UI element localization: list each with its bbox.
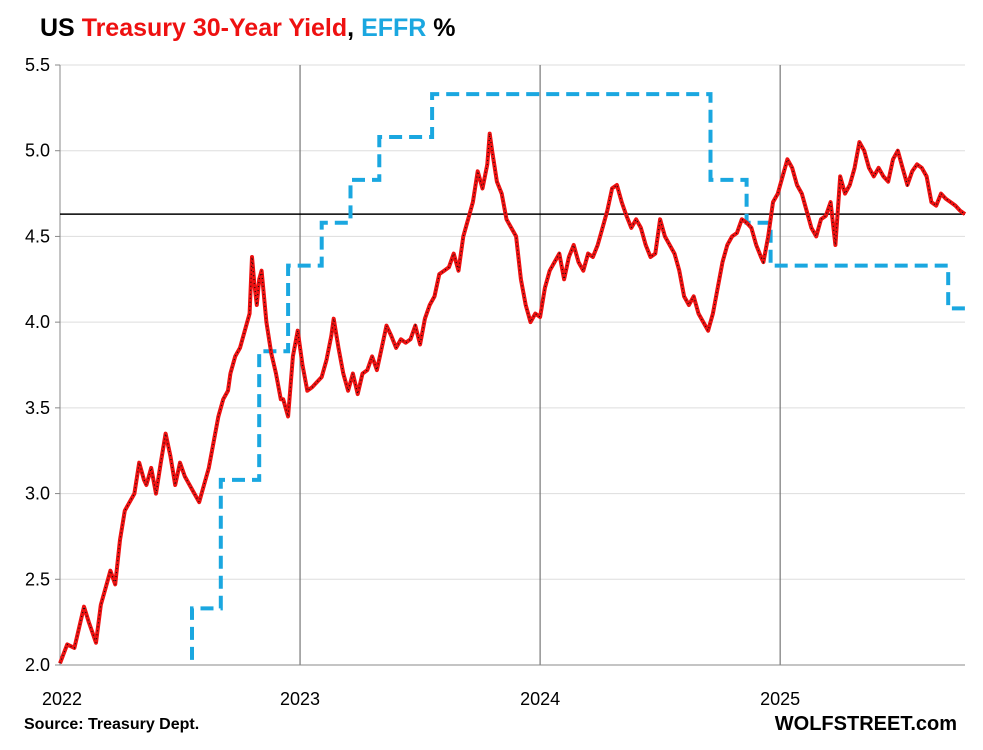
y-tick-labels: 2.0 2.5 3.0 3.5 4.0 4.5 5.0 5.5: [25, 55, 50, 675]
horizontal-gridlines: [55, 64, 965, 666]
x-tick-label: 2023: [280, 689, 320, 709]
y-tick-label: 3.5: [25, 398, 50, 418]
x-tick-label: 2024: [520, 689, 560, 709]
source-note: Source: Treasury Dept.: [24, 716, 200, 733]
x-tick-label: 2022: [42, 689, 82, 709]
y-tick-label: 3.0: [25, 484, 50, 504]
title-percent: %: [426, 14, 456, 42]
title-us: US: [40, 14, 82, 42]
year-gridlines: [299, 65, 781, 665]
series-line-treasury-30y: [58, 131, 967, 665]
y-tick-label: 2.5: [25, 569, 50, 589]
series-line-effr: [190, 92, 965, 660]
y-tick-label: 4.0: [25, 312, 50, 332]
title-effr: EFFR: [361, 14, 427, 42]
y-tick-label: 5.0: [25, 141, 50, 161]
brand-label: WOLFSTREET.com: [774, 713, 957, 735]
x-tick-labels: 2022 2023 2024 2025: [42, 689, 800, 709]
chart-title: US Treasury 30-Year Yield, EFFR %: [40, 14, 456, 43]
x-tick-label: 2025: [760, 689, 800, 709]
y-tick-label: 5.5: [25, 55, 50, 75]
y-tick-label: 4.5: [25, 226, 50, 246]
series-markers-treasury-30y: [59, 133, 966, 664]
y-tick-label: 2.0: [25, 655, 50, 675]
title-comma: ,: [347, 14, 362, 42]
title-treasury: Treasury 30-Year Yield: [81, 14, 348, 42]
